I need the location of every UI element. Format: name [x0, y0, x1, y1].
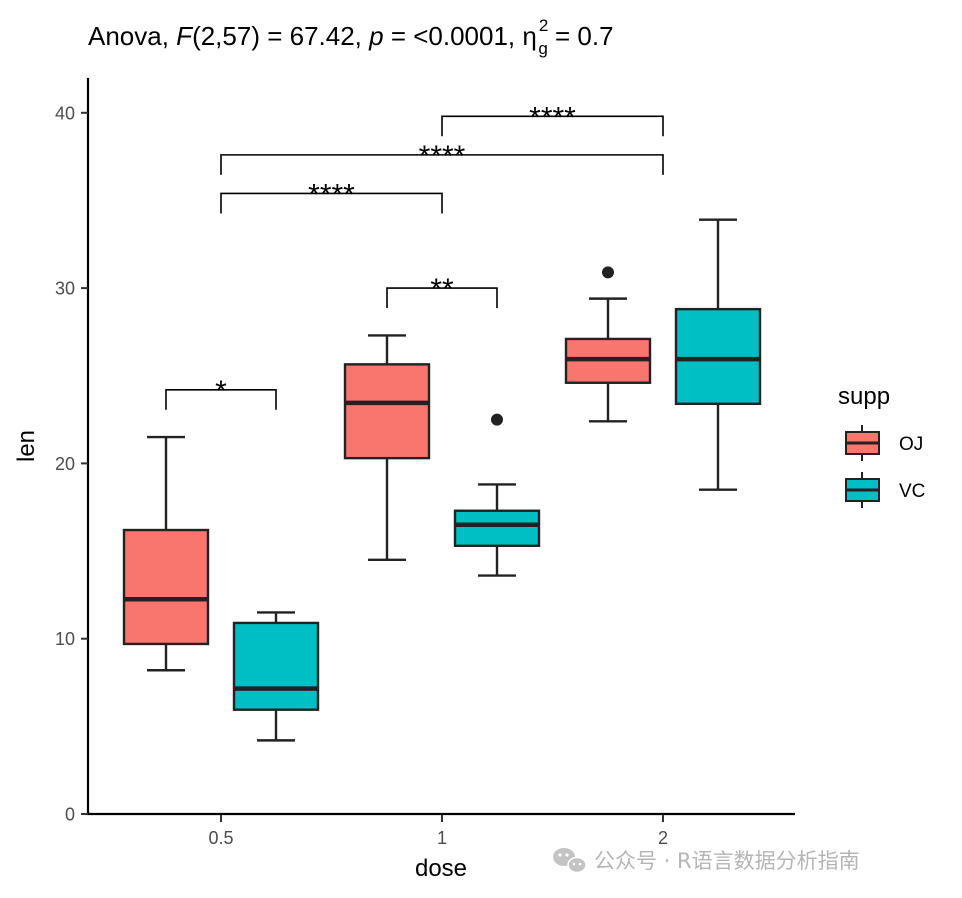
- boxplot-groups: [122, 218, 762, 742]
- title-f-symbol: F: [176, 21, 194, 51]
- box-iqr: [453, 509, 541, 547]
- x-ticks: 0.5 1 2: [208, 815, 668, 848]
- legend-items: OJ VC: [845, 425, 925, 508]
- significance-label: **: [430, 273, 454, 306]
- significance-bracket: *: [165, 375, 277, 410]
- wechat-icon: [553, 848, 587, 874]
- legend-item-vc: VC: [845, 472, 925, 508]
- outlier-point: [602, 266, 614, 279]
- title-eta-sub: g: [538, 39, 547, 58]
- axes: [86, 78, 795, 816]
- watermark-text: 公众号 · R语言数据分析指南: [594, 849, 860, 873]
- bracket-line: [165, 388, 277, 410]
- boxplot-oj-1: [343, 334, 431, 562]
- boxplot-oj-2: [564, 266, 652, 423]
- legend-label: OJ: [899, 434, 923, 455]
- boxplot-vc-1: [453, 413, 541, 577]
- y-ticks: 0 10 20 30 40: [55, 103, 88, 825]
- outlier-point: [491, 413, 503, 426]
- box-iqr: [232, 621, 320, 711]
- y-axis-title: len: [13, 430, 40, 462]
- legend: supp OJ VC: [838, 383, 925, 508]
- x-tick-label: 0.5: [208, 828, 233, 848]
- x-tick-label: 1: [437, 828, 447, 848]
- significance-label: ****: [308, 178, 355, 211]
- significance-bracket: ****: [220, 140, 664, 175]
- significance-bracket: **: [386, 273, 498, 309]
- x-axis-title: dose: [415, 855, 467, 882]
- legend-item-oj: OJ: [845, 425, 923, 461]
- boxplot-vc-0.5: [232, 611, 320, 742]
- box-iqr: [343, 363, 431, 460]
- x-tick-label: 2: [658, 828, 668, 848]
- box-iqr: [674, 307, 762, 405]
- y-tick-label: 10: [55, 629, 75, 649]
- y-tick-label: 40: [55, 103, 75, 123]
- significance-brackets: ***************: [165, 101, 664, 410]
- significance-bracket: ****: [220, 178, 443, 214]
- boxplot-oj-0.5: [122, 435, 210, 672]
- significance-label: ****: [419, 140, 466, 173]
- title-prefix: Anova,: [88, 21, 176, 51]
- y-tick-label: 30: [55, 279, 75, 299]
- bracket-line: [220, 192, 443, 214]
- title-f-args: (2,57) = 67.42,: [192, 21, 369, 51]
- y-tick-label: 20: [55, 454, 75, 474]
- title-p-text: = <0.0001,: [384, 21, 523, 51]
- significance-label: *: [215, 375, 227, 408]
- box-iqr: [122, 528, 210, 646]
- boxplot-vc-2: [674, 218, 762, 491]
- title-p-symbol: p: [368, 21, 383, 51]
- title-eta-text: = 0.7: [548, 21, 614, 51]
- watermark: 公众号 · R语言数据分析指南: [553, 848, 860, 874]
- y-tick-label: 0: [65, 805, 75, 825]
- title-eta-symbol: η: [522, 21, 536, 51]
- bracket-line: [441, 115, 664, 137]
- bracket-line: [220, 154, 664, 175]
- legend-label: VC: [899, 481, 925, 502]
- title-eta-sup: 2: [539, 16, 548, 35]
- legend-title: supp: [838, 383, 890, 410]
- significance-label: ****: [529, 101, 576, 134]
- bracket-line: [386, 287, 498, 309]
- significance-bracket: ****: [441, 101, 664, 137]
